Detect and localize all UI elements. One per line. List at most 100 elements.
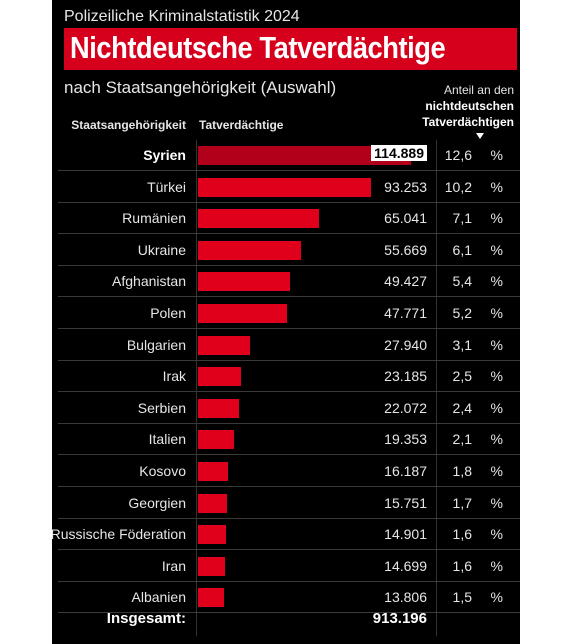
share-label: 1,8	[452, 463, 472, 479]
percent-sign: %	[490, 368, 503, 385]
row-separator	[58, 549, 520, 551]
supertitle: Polizeiliche Kriminalstatistik 2024	[64, 8, 300, 25]
chart-row: Ukraine 55.669 6,1%	[52, 235, 520, 266]
share-label: 1,5	[452, 589, 472, 606]
row-separator	[58, 233, 520, 235]
bar	[198, 525, 226, 545]
bar	[198, 367, 241, 387]
column-header-suspects: Tatverdächtige	[199, 118, 284, 132]
chart-row: Serbien 22.072 2,4%	[52, 393, 520, 424]
share-label: 1,6	[452, 526, 472, 543]
category-label: Iran	[161, 557, 186, 574]
chart-row: Polen 47.771 5,2%	[52, 298, 520, 329]
bar	[198, 493, 228, 513]
share-header-line2: nichtdeutschen	[425, 99, 514, 113]
percent-sign: %	[490, 147, 503, 163]
chart-row: Afghanistan 49.427 5,4%	[52, 266, 520, 298]
share-label: 2,1	[452, 431, 472, 448]
chart-subtitle: nach Staatsangehörigkeit (Auswahl)	[64, 78, 337, 97]
category-label: Syrien	[143, 147, 186, 163]
category-label: Türkei	[147, 178, 186, 195]
bar	[198, 398, 239, 418]
category-label: Kosovo	[139, 463, 186, 479]
row-separator	[58, 454, 520, 456]
percent-sign: %	[490, 273, 503, 290]
value-label: 19.353	[384, 431, 427, 448]
category-label: Polen	[150, 305, 186, 321]
percent-sign: %	[490, 431, 503, 448]
percent-sign: %	[490, 557, 503, 574]
chart-row: Bulgarien 27.940 3,1%	[52, 330, 520, 361]
chart-row: Kosovo 16.187 1,8%	[52, 456, 520, 487]
bar	[198, 588, 224, 608]
chart-row: Syrien 114.889 12,6%	[52, 140, 520, 171]
value-label: 93.253	[384, 178, 427, 195]
percent-sign: %	[490, 526, 503, 543]
row-separator	[58, 612, 520, 614]
bar	[198, 272, 290, 292]
value-label: 27.940	[384, 336, 427, 353]
row-separator	[58, 422, 520, 424]
percent-sign: %	[490, 241, 503, 258]
bar	[198, 209, 319, 229]
percent-sign: %	[490, 589, 503, 606]
value-label: 23.185	[384, 368, 427, 385]
column-header-country: Staatsangehörigkeit	[71, 118, 186, 132]
value-label: 65.041	[384, 210, 427, 227]
bar	[198, 556, 226, 576]
category-label: Irak	[162, 368, 186, 385]
chart-row: Irak 23.185 2,5%	[52, 361, 520, 393]
row-separator	[58, 486, 520, 487]
category-label: Rumänien	[122, 210, 186, 227]
row-separator	[58, 201, 520, 203]
value-label: 13.806	[384, 589, 427, 606]
category-label: Bulgarien	[126, 336, 186, 353]
total-value: 913.196	[372, 610, 427, 627]
share-label: 2,4	[452, 399, 472, 416]
chart-row: Iran 14.699 1,6%	[52, 551, 520, 582]
share-label: 1,7	[452, 494, 472, 511]
percent-sign: %	[490, 305, 503, 321]
bar	[198, 304, 287, 323]
value-label: 22.072	[384, 399, 427, 416]
share-label: 5,2	[452, 305, 472, 321]
title-banner: Nichtdeutsche Tatverdächtige	[64, 28, 517, 70]
total-row: Insgesamt: 913.196	[52, 603, 520, 634]
share-label: 6,1	[452, 241, 472, 258]
total-label: Insgesamt:	[106, 610, 186, 627]
percent-sign: %	[490, 210, 503, 227]
bar	[198, 177, 371, 197]
row-separator	[58, 328, 520, 329]
bar	[198, 240, 302, 260]
category-label: Afghanistan	[112, 273, 186, 290]
percent-sign: %	[490, 399, 503, 416]
share-header-line3: Tatverdächtigen	[422, 115, 514, 129]
category-label: Georgien	[128, 494, 186, 511]
category-label: Albanien	[131, 589, 187, 606]
value-label: 114.889	[371, 145, 427, 161]
share-label: 3,1	[452, 336, 472, 353]
chart-title: Nichtdeutsche Tatverdächtige	[70, 30, 446, 65]
bar	[198, 430, 234, 450]
value-label: 14.901	[384, 526, 427, 543]
share-label: 1,6	[452, 557, 472, 574]
bar	[198, 146, 411, 165]
percent-sign: %	[490, 336, 503, 353]
row-separator	[58, 359, 520, 361]
share-label: 12,6	[444, 147, 472, 163]
share-header-line1: Anteil an den	[443, 83, 514, 97]
category-label: Ukraine	[137, 241, 186, 258]
column-divider	[436, 140, 437, 636]
share-label: 10,2	[444, 178, 472, 195]
chart-row: Rumänien 65.041 7,1%	[52, 203, 520, 235]
row-separator	[58, 264, 520, 266]
chart-row: Türkei 93.253 10,2%	[52, 172, 520, 203]
chart-row: Russische Föderation 14.901 1,6%	[52, 519, 520, 551]
row-separator	[58, 391, 520, 393]
share-label: 7,1	[452, 210, 472, 227]
row-separator	[58, 517, 520, 519]
value-label: 47.771	[384, 305, 427, 321]
row-separator	[58, 580, 520, 582]
category-label: Russische Föderation	[52, 526, 186, 543]
bar	[198, 335, 250, 355]
